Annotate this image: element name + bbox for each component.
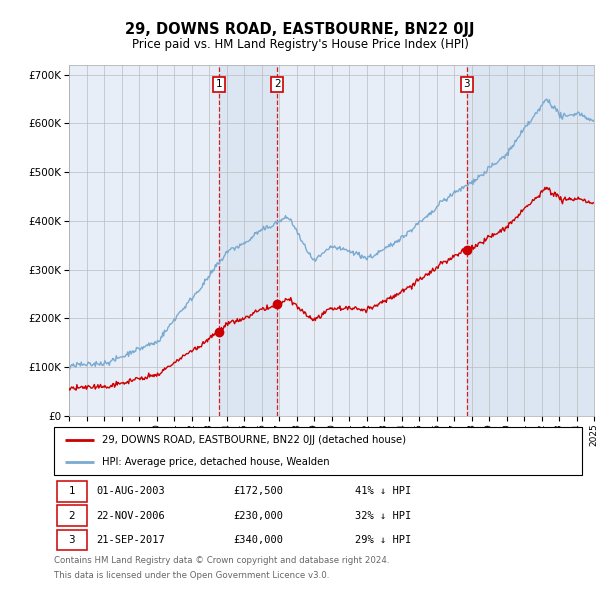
Text: 22-NOV-2006: 22-NOV-2006 [96,510,165,520]
Text: £172,500: £172,500 [233,486,284,496]
Text: 29, DOWNS ROAD, EASTBOURNE, BN22 0JJ (detached house): 29, DOWNS ROAD, EASTBOURNE, BN22 0JJ (de… [101,435,406,445]
Text: HPI: Average price, detached house, Wealden: HPI: Average price, detached house, Weal… [101,457,329,467]
Text: 3: 3 [68,535,75,545]
Bar [56,530,87,550]
Text: 41% ↓ HPI: 41% ↓ HPI [355,486,411,496]
Text: 29% ↓ HPI: 29% ↓ HPI [355,535,411,545]
Bar [56,505,87,526]
Text: 3: 3 [463,79,470,89]
Text: Price paid vs. HM Land Registry's House Price Index (HPI): Price paid vs. HM Land Registry's House … [131,38,469,51]
Text: 32% ↓ HPI: 32% ↓ HPI [355,510,411,520]
Text: 2: 2 [68,510,75,520]
Text: Contains HM Land Registry data © Crown copyright and database right 2024.: Contains HM Land Registry data © Crown c… [54,556,389,565]
Text: 2: 2 [274,79,280,89]
Text: 1: 1 [216,79,223,89]
Text: 1: 1 [68,486,75,496]
Bar [219,65,277,416]
Text: 29, DOWNS ROAD, EASTBOURNE, BN22 0JJ: 29, DOWNS ROAD, EASTBOURNE, BN22 0JJ [125,22,475,37]
Text: £230,000: £230,000 [233,510,284,520]
Text: This data is licensed under the Open Government Licence v3.0.: This data is licensed under the Open Gov… [54,571,329,579]
Text: 01-AUG-2003: 01-AUG-2003 [96,486,165,496]
Bar [56,481,87,502]
Text: 21-SEP-2017: 21-SEP-2017 [96,535,165,545]
Text: £340,000: £340,000 [233,535,284,545]
Bar [467,65,594,416]
